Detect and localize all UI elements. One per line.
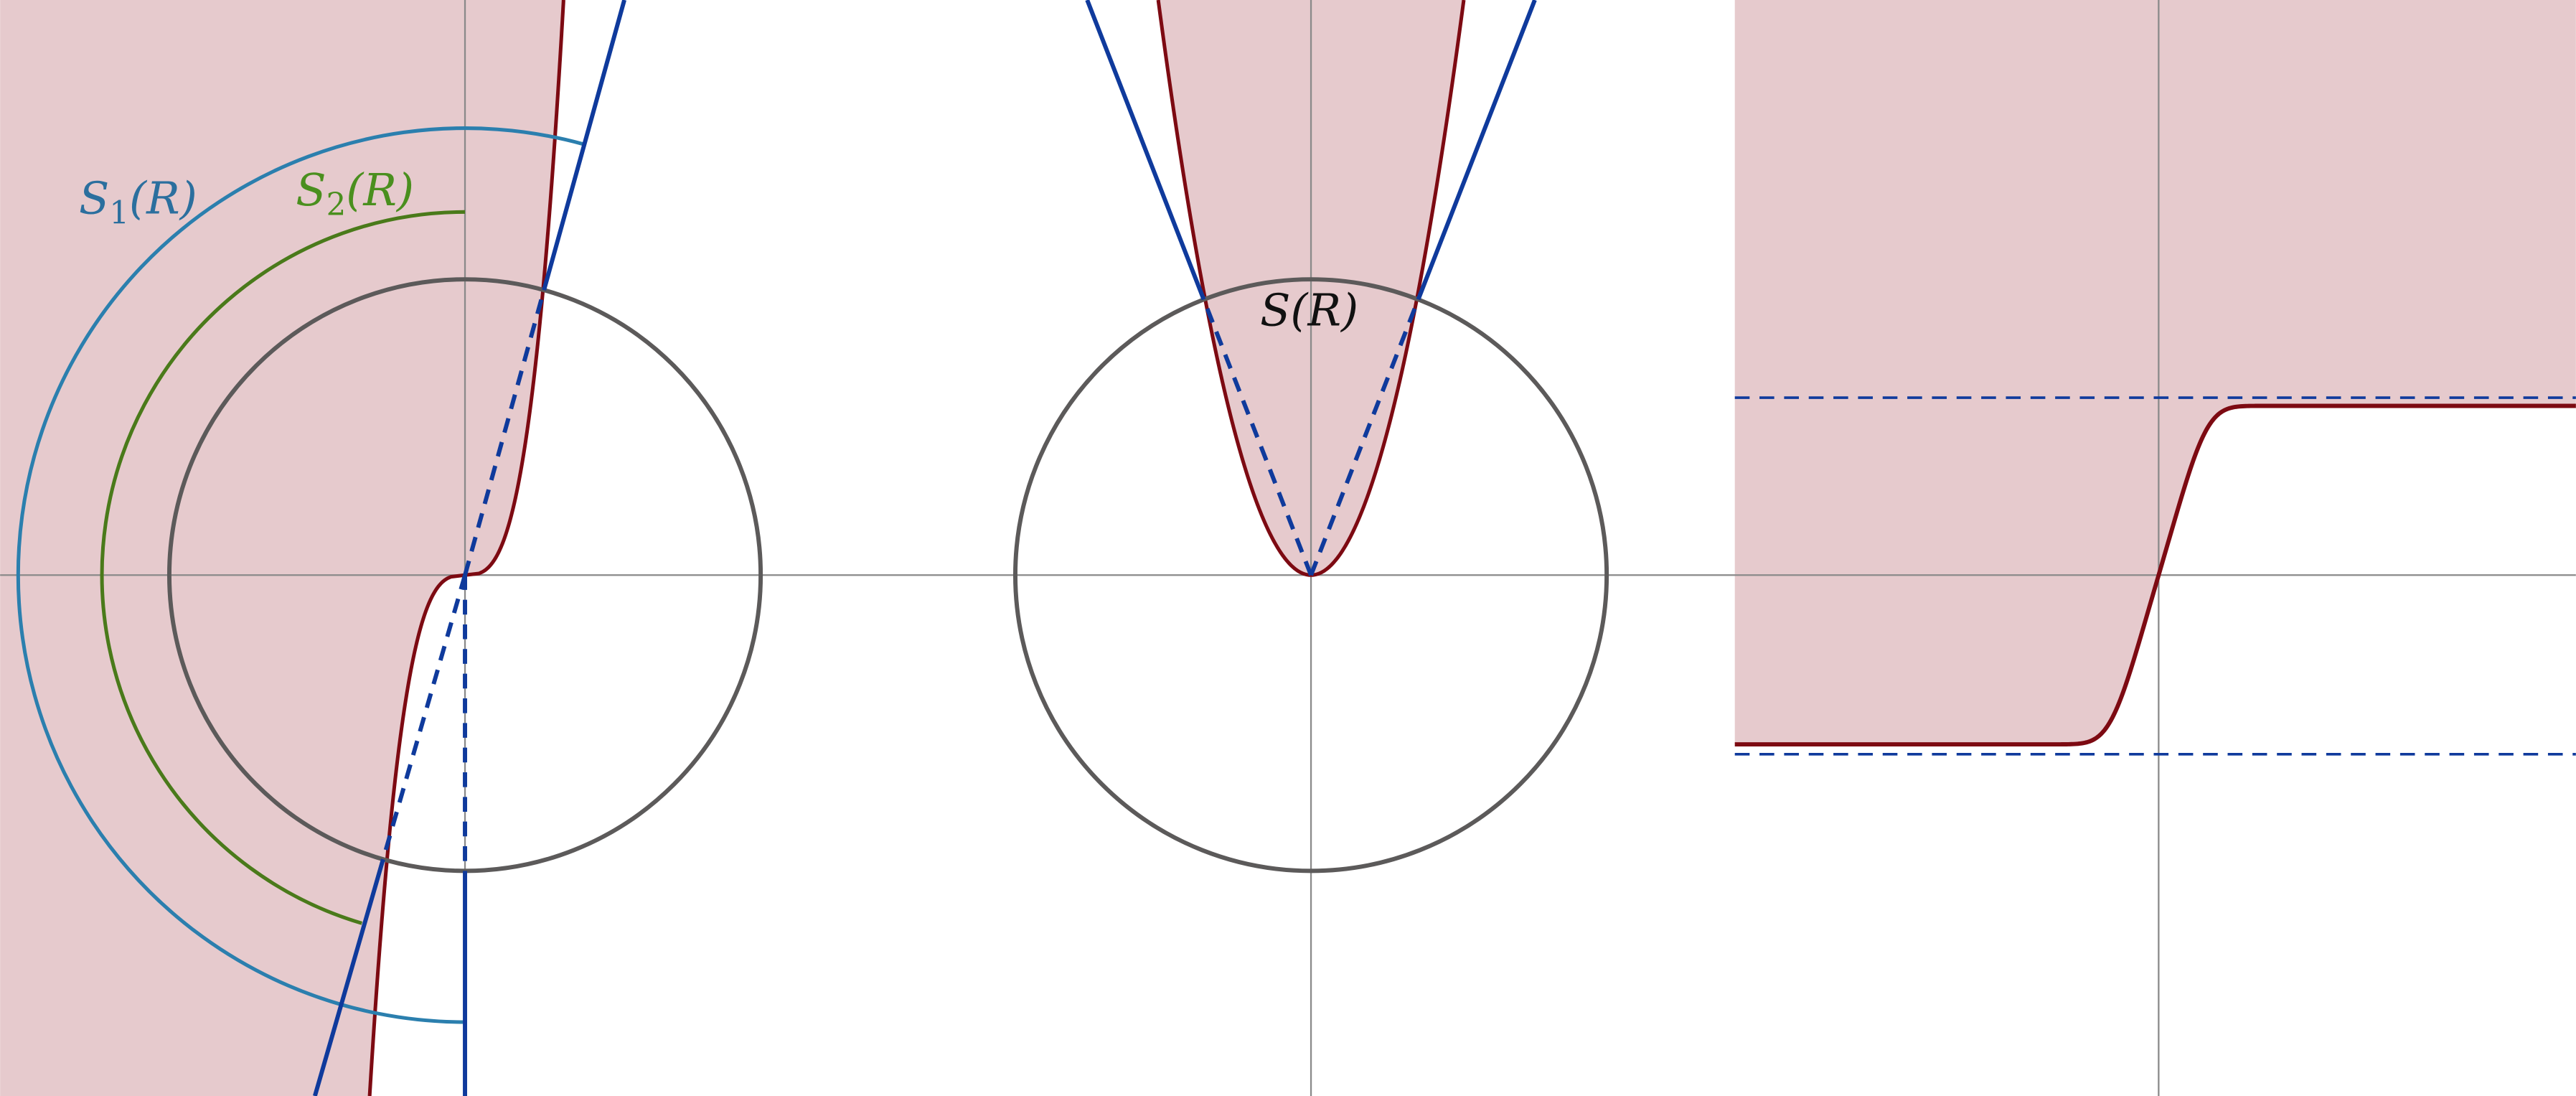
ray-right-dashed [1309,299,1421,576]
label-symbol: S [79,173,109,225]
label-symbol: S [296,164,326,216]
label-argument: (R) [129,173,197,225]
ray-upper [542,0,626,291]
label-argument: (R) [1290,284,1358,336]
shaded-right [1734,0,2576,745]
ray-left-dashed [1201,299,1313,576]
label-s2: S2(R) [296,164,414,223]
curve-right [1734,403,2576,747]
shaded-left [0,0,564,1096]
label-subscript: 2 [326,187,347,223]
label-subscript: 1 [109,195,129,231]
label-argument: (R) [346,164,414,216]
arc-s1 [16,126,585,1024]
circle-middle [1012,277,1609,873]
label-s1: S1(R) [79,173,197,232]
ray-right [1416,0,1537,301]
label-symbol: S [1260,284,1290,336]
ray-left [1085,0,1206,301]
ray-lower-dashed [381,574,467,861]
label-s: S(R) [1260,284,1358,336]
ray-lower [312,858,385,1096]
curve-left [367,0,565,1096]
arc-s2 [100,210,466,925]
